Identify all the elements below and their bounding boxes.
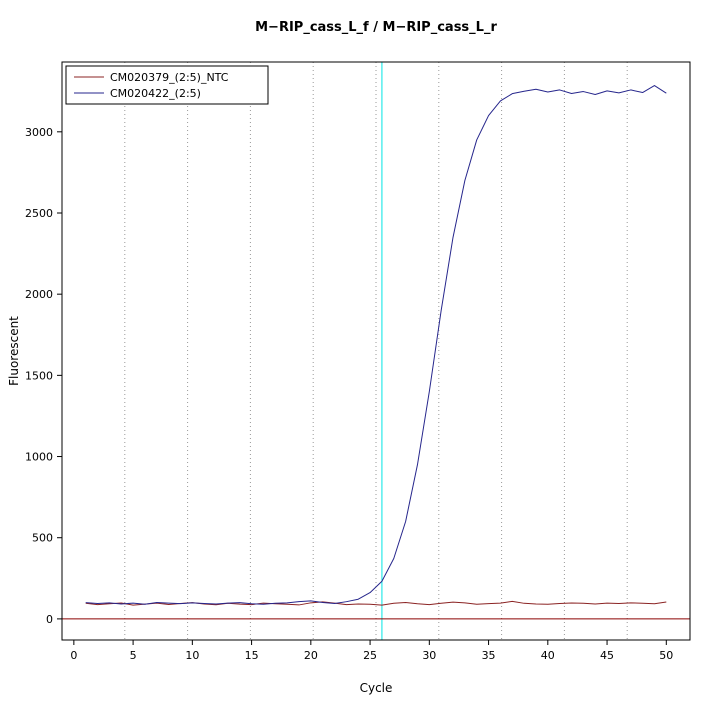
y-axis-label: Fluorescent: [7, 316, 21, 386]
x-tick-label: 15: [245, 649, 259, 662]
series-line-1: [85, 85, 667, 605]
y-tick-label: 1000: [25, 451, 53, 464]
legend: CM020379_(2:5)_NTC CM020422_(2:5): [65, 65, 269, 105]
x-tick-label: 35: [482, 649, 496, 662]
x-tick-label: 5: [130, 649, 137, 662]
x-tick-label: 20: [304, 649, 318, 662]
y-tick-label: 1500: [25, 369, 53, 382]
x-tick-label: 0: [70, 649, 77, 662]
gridlines-group: [124, 62, 628, 640]
x-tick-label: 45: [600, 649, 614, 662]
x-tick-label: 10: [185, 649, 199, 662]
y-tick-label: 2500: [25, 207, 53, 220]
y-tick-label: 3000: [25, 126, 53, 139]
y-tick-label: 0: [46, 613, 53, 626]
series-lines-group: [85, 85, 667, 606]
plot-border: [61, 61, 691, 641]
x-tick-label: 25: [363, 649, 377, 662]
y-tick-label: 2000: [25, 288, 53, 301]
x-tick-label: 30: [422, 649, 436, 662]
y-tick-label: 500: [32, 532, 53, 545]
x-axis-label: Cycle: [360, 681, 393, 695]
legend-label-sample: CM020422_(2:5): [110, 87, 201, 100]
chart-title: M−RIP_cass_L_f / M−RIP_cass_L_r: [255, 20, 497, 35]
legend-label-ntc: CM020379_(2:5)_NTC: [110, 71, 229, 84]
axes-group: 0 5 10 15 20 25 30 35 40 45 5005001000150020002500…: [25, 126, 673, 662]
x-tick-label: 50: [659, 649, 673, 662]
legend-box: [65, 65, 269, 105]
x-tick-label: 40: [541, 649, 555, 662]
guide-lines-group: [62, 62, 690, 640]
